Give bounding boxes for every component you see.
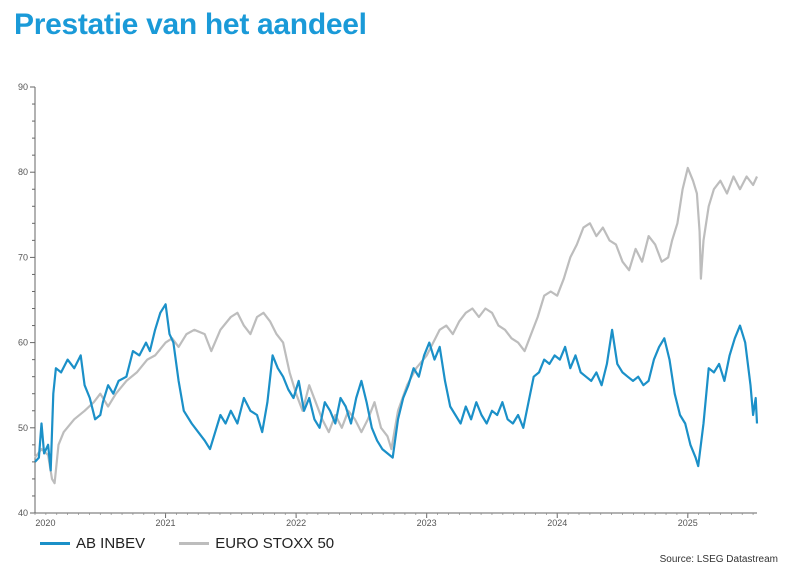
series-layer <box>34 166 759 485</box>
y-axis: 40 50 60 70 80 90 <box>18 82 36 518</box>
series-line-ab-inbev <box>34 303 759 472</box>
chart-title: Prestatie van het aandeel <box>14 8 367 41</box>
x-tick-label: 2024 <box>547 518 567 528</box>
x-tick-label: 2023 <box>417 518 437 528</box>
source-note: Source: LSEG Datastream <box>659 554 778 565</box>
legend-label-ab-inbev: AB INBEV <box>76 535 146 552</box>
legend-label-euro-stoxx-50: EURO STOXX 50 <box>215 535 335 552</box>
x-tick-label: 2022 <box>286 518 306 528</box>
legend: AB INBEV EURO STOXX 50 <box>40 535 368 552</box>
y-tick-label: 70 <box>18 252 28 262</box>
y-tick-label: 60 <box>18 338 28 348</box>
legend-item-euro-stoxx-50: EURO STOXX 50 <box>179 535 334 552</box>
legend-item-ab-inbev: AB INBEV <box>40 535 145 552</box>
y-tick-label: 90 <box>18 82 28 92</box>
legend-swatch-euro-stoxx-50 <box>179 542 210 545</box>
x-axis: 2020 2021 2022 2023 2024 2025 <box>34 512 757 528</box>
y-tick-label: 50 <box>18 423 28 433</box>
y-tick-label: 40 <box>18 508 28 518</box>
y-tick-label: 80 <box>18 167 28 177</box>
x-tick-label: 2020 <box>35 518 55 528</box>
x-tick-label: 2021 <box>156 518 176 528</box>
legend-swatch-ab-inbev <box>40 542 70 545</box>
x-tick-label: 2025 <box>678 518 698 528</box>
